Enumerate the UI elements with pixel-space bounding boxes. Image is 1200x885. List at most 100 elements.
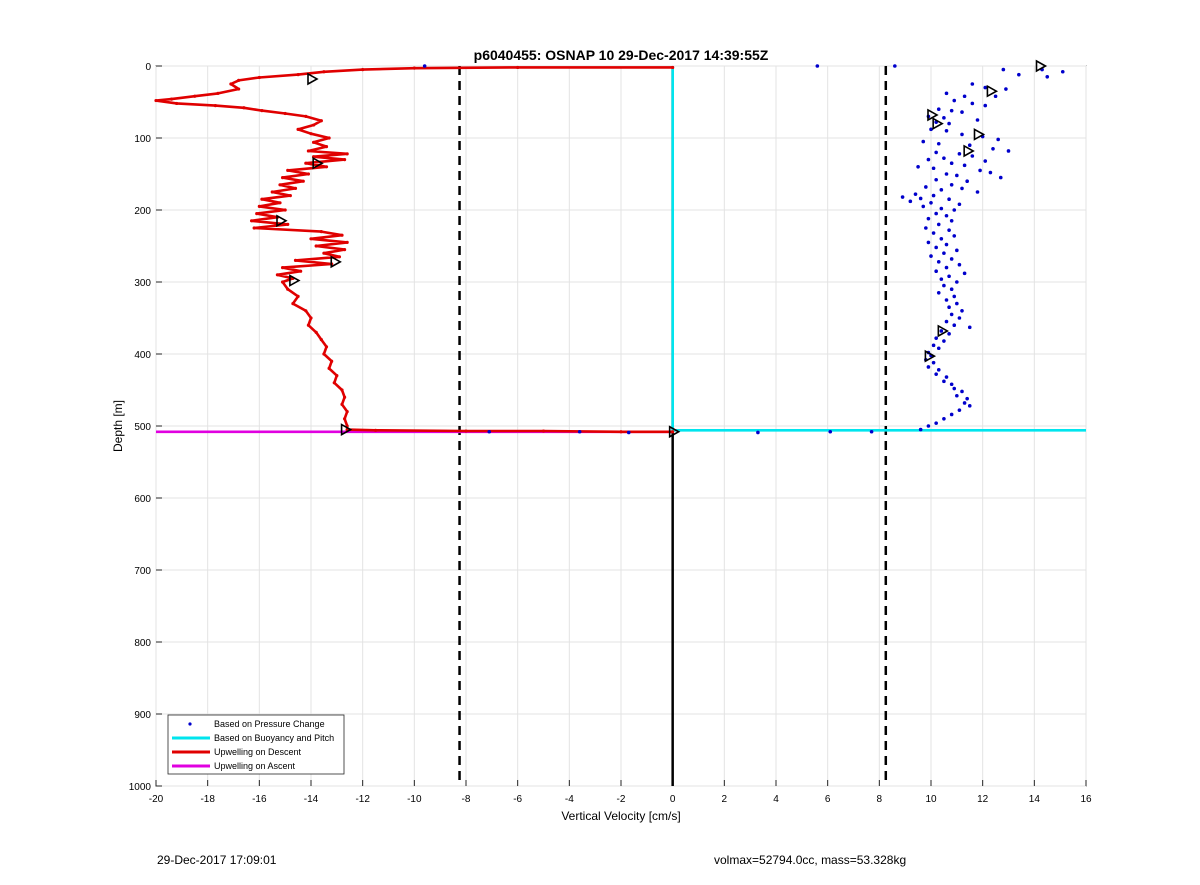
y-tick-label: 900	[134, 710, 151, 721]
pressure-change-point	[978, 168, 982, 173]
pressure-change-point	[934, 177, 938, 182]
descent-point	[314, 244, 318, 248]
triangle-marker	[276, 214, 288, 228]
pressure-change-point	[815, 64, 820, 68]
y-tick-label: 800	[134, 638, 151, 649]
triangle-marker	[932, 117, 944, 130]
descent-point	[304, 114, 308, 118]
pressure-change-point	[962, 401, 967, 405]
descent-point	[296, 73, 300, 77]
descent-point	[175, 101, 179, 106]
triangle-marker	[330, 255, 342, 269]
pressure-change-point	[952, 234, 957, 238]
y-axis-label: Depth [m]	[111, 400, 125, 452]
pressure-change-point	[926, 424, 931, 428]
descent-point	[257, 75, 261, 80]
descent-point	[280, 280, 285, 284]
pressure-change-point	[967, 404, 972, 408]
x-tick-label: -12	[355, 794, 370, 805]
x-tick-label: 14	[1029, 794, 1041, 805]
descent-point	[306, 149, 311, 153]
descent-point	[304, 161, 308, 165]
pressure-change-point	[991, 147, 995, 151]
footer-timestamp: 29-Dec-2017 17:09:01	[157, 853, 277, 867]
y-tick-label: 600	[134, 494, 151, 505]
pressure-change-point	[944, 129, 949, 133]
pressure-change-point	[1006, 149, 1011, 153]
descent-point	[154, 98, 158, 103]
pressure-change-point	[1004, 87, 1008, 91]
x-tick-label: -18	[200, 794, 215, 805]
triangle-marker	[1035, 59, 1048, 73]
pressure-change-point	[926, 365, 931, 369]
descent-point	[283, 111, 287, 116]
pressure-change-point	[942, 156, 946, 160]
pressure-change-point	[487, 429, 492, 434]
pressure-change-point	[934, 150, 938, 155]
descent-point	[169, 97, 174, 101]
pressure-change-point	[929, 201, 933, 205]
descent-point	[516, 65, 520, 70]
triangle-marker	[963, 144, 975, 158]
triangle-marker	[973, 128, 986, 141]
descent-point	[541, 429, 546, 433]
x-tick-label: -8	[462, 794, 471, 805]
descent-point	[309, 237, 313, 241]
descent-point	[324, 345, 329, 349]
pressure-change-point	[869, 429, 874, 434]
triangle-marker	[312, 156, 324, 170]
descent-point	[304, 309, 308, 313]
legend-label-ascent: Upwelling on Ascent	[214, 761, 296, 771]
pressure-change-point	[947, 274, 951, 279]
pressure-change-point	[988, 170, 993, 175]
pressure-change-point	[975, 190, 980, 194]
x-tick-label: 16	[1080, 794, 1092, 805]
descent-point	[283, 208, 287, 212]
descent-point	[340, 233, 344, 237]
descent-point	[327, 366, 331, 370]
x-tick-label: -4	[565, 794, 574, 805]
triangle-marker	[289, 274, 301, 287]
pressure-change-point	[756, 430, 760, 435]
pressure-change-point	[960, 132, 964, 137]
descent-point	[319, 338, 323, 342]
grid	[155, 65, 1087, 787]
pressure-change-point	[952, 323, 957, 328]
triangle-marker	[340, 423, 353, 436]
descent-point	[345, 152, 349, 156]
footer-volmax-mass: volmax=52794.0cc, mass=53.328kg	[714, 853, 907, 867]
pressure-change-point	[949, 287, 954, 292]
y-tick-label: 700	[134, 566, 151, 577]
pressure-change-point	[926, 216, 931, 221]
y-tick-label: 500	[134, 422, 151, 433]
descent-point	[332, 381, 336, 385]
pressure-change-point	[949, 108, 954, 113]
pressure-change-point	[939, 188, 944, 192]
pressure-change-point	[949, 219, 954, 223]
descent-point	[342, 248, 347, 252]
pressure-change-point	[422, 64, 427, 68]
pressure-change-point	[949, 412, 954, 417]
pressure-change-point	[931, 360, 936, 365]
pressure-change-point	[962, 94, 967, 99]
descent-point	[237, 87, 241, 91]
descent-point	[255, 212, 259, 216]
pressure-change-point	[970, 154, 975, 158]
descent-point	[319, 230, 323, 234]
pressure-change-point	[944, 242, 949, 247]
descent-point	[278, 201, 282, 205]
x-tick-label: -14	[304, 794, 319, 805]
descent-point	[671, 65, 675, 70]
pressure-change-point	[952, 294, 957, 299]
descent-point	[322, 251, 326, 255]
pressure-change-point	[944, 375, 949, 379]
pressure-change-point	[913, 192, 918, 196]
descent-point	[293, 258, 298, 262]
descent-point	[314, 330, 318, 334]
descent-point	[322, 352, 326, 356]
legend: Based on Pressure Change Based on Buoyan…	[167, 714, 345, 775]
pressure-change-point	[970, 82, 975, 86]
pressure-change-point	[893, 64, 897, 68]
pressure-change-point	[908, 199, 913, 204]
descent-point	[249, 219, 254, 223]
